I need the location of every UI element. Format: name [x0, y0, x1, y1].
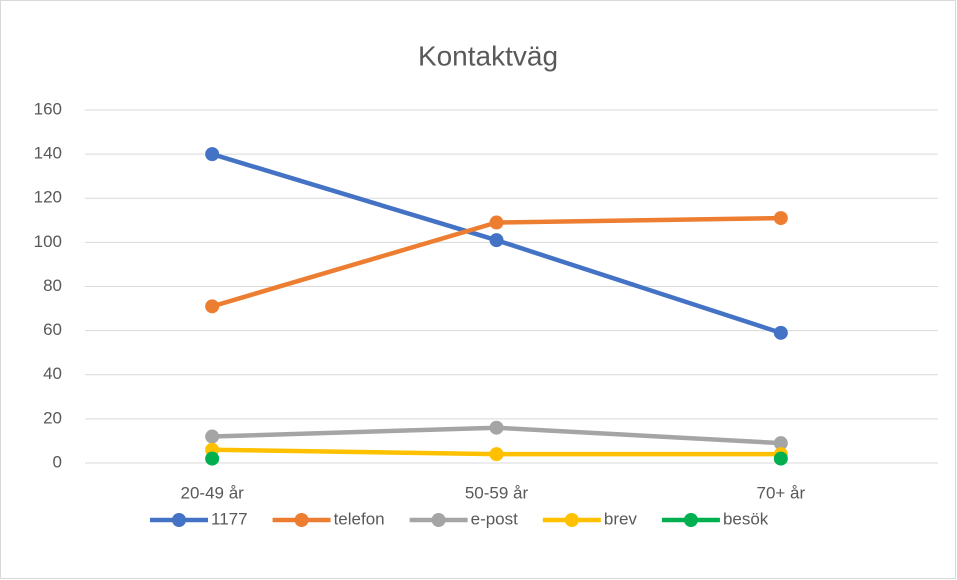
data-point: [489, 447, 504, 462]
data-point: [773, 211, 788, 226]
chart-title: Kontaktväg: [418, 40, 558, 71]
data-point: [773, 325, 788, 340]
data-point: [773, 436, 788, 451]
x-tick-label: 20-49 år: [181, 483, 245, 502]
data-point: [205, 299, 220, 314]
data-point: [773, 451, 788, 466]
data-point: [489, 233, 504, 248]
y-tick-label: 140: [34, 144, 62, 163]
y-tick-label: 0: [53, 452, 62, 471]
legend-label: brev: [604, 509, 638, 528]
y-tick-label: 20: [43, 408, 62, 427]
legend-label: besök: [723, 509, 769, 528]
legend-label: 1177: [211, 509, 248, 528]
legend-label: telefon: [334, 509, 385, 528]
data-point: [489, 215, 504, 230]
legend-label: e-post: [471, 509, 519, 528]
data-point: [205, 451, 220, 466]
x-tick-label: 70+ år: [756, 483, 805, 502]
legend-marker: [431, 513, 446, 527]
data-point: [489, 420, 504, 435]
legend-marker: [294, 513, 309, 527]
y-tick-label: 40: [43, 364, 62, 383]
y-tick-label: 80: [43, 276, 62, 295]
data-point: [205, 147, 220, 162]
y-tick-label: 120: [34, 188, 62, 207]
legend-marker: [683, 513, 698, 527]
data-point: [205, 429, 220, 444]
y-tick-label: 100: [34, 232, 62, 251]
y-tick-label: 60: [43, 320, 62, 339]
x-tick-label: 50-59 år: [465, 483, 529, 502]
y-tick-label: 160: [34, 99, 62, 118]
legend-marker: [172, 513, 186, 527]
legend-marker: [564, 513, 579, 527]
